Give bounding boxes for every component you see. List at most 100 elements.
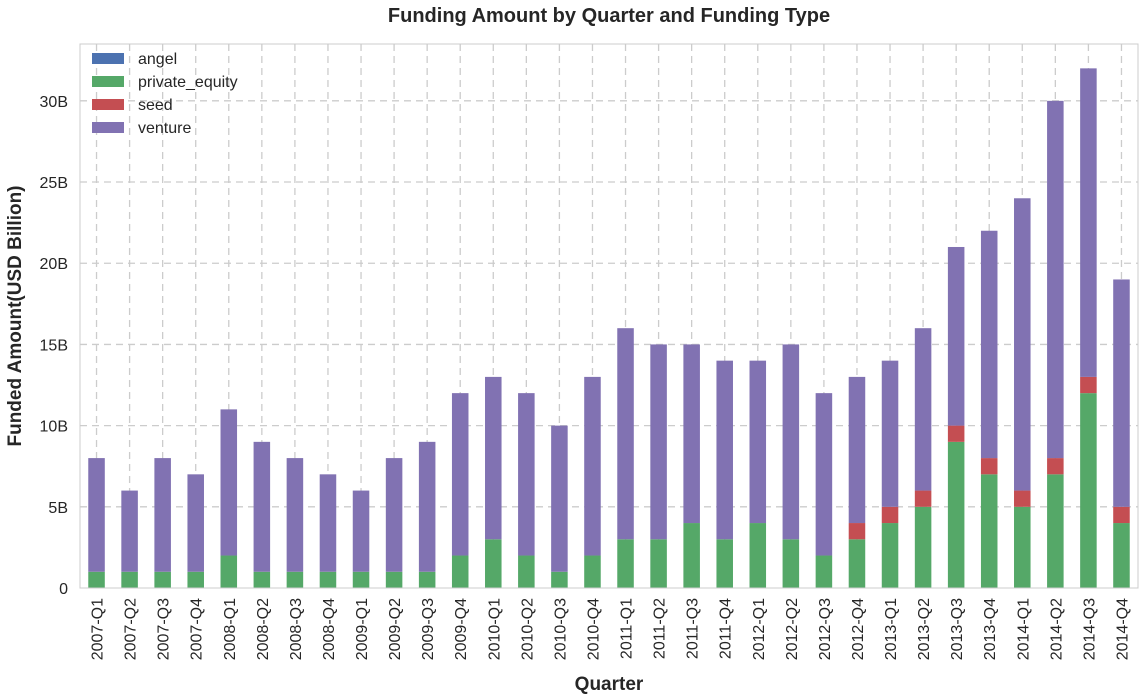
chart-title: Funding Amount by Quarter and Funding Ty… <box>388 5 830 27</box>
legend-label-angel: angel <box>138 51 177 68</box>
bar-private_equity-2013-Q1 <box>881 523 899 588</box>
bar-private_equity-2010-Q4 <box>584 555 601 588</box>
bar-private_equity-2011-Q3 <box>683 523 700 588</box>
bar-venture-2014-Q4 <box>1113 279 1130 507</box>
grid-layer <box>80 44 1138 588</box>
bar-private_equity-2014-Q2 <box>1047 474 1064 588</box>
x-tick-label: 2012-Q3 <box>817 598 834 660</box>
bar-private_equity-2007-Q4 <box>187 571 204 588</box>
bar-private_equity-2008-Q3 <box>286 571 304 588</box>
bar-venture-2007-Q2 <box>121 490 138 572</box>
bar-seed-2012-Q4 <box>848 523 866 540</box>
bar-venture-2008-Q3 <box>286 458 304 572</box>
bar-venture-2011-Q2 <box>650 344 667 540</box>
bar-venture-2014-Q1 <box>1014 198 1031 491</box>
bar-private_equity-2012-Q1 <box>749 523 767 588</box>
x-tick-label: 2013-Q1 <box>883 598 900 660</box>
bar-venture-2011-Q4 <box>716 360 733 540</box>
x-tick-label: 2008-Q1 <box>222 598 239 660</box>
bar-venture-2010-Q2 <box>518 393 535 556</box>
bar-private_equity-2013-Q2 <box>914 506 932 588</box>
legend-swatch-private_equity <box>92 76 124 87</box>
bar-private_equity-2014-Q4 <box>1113 523 1130 588</box>
bar-venture-2013-Q4 <box>980 230 998 459</box>
bar-private_equity-2007-Q3 <box>154 571 171 588</box>
x-tick-label: 2011-Q4 <box>718 598 735 659</box>
bar-private_equity-2008-Q4 <box>319 571 337 588</box>
bar-venture-2014-Q3 <box>1080 68 1097 377</box>
y-tick-label: 25B <box>40 175 68 192</box>
bar-seed-2013-Q2 <box>914 490 932 507</box>
legend-label-private_equity: private_equity <box>138 74 238 91</box>
bar-venture-2012-Q4 <box>848 376 866 524</box>
x-tick-label: 2013-Q4 <box>982 598 999 660</box>
x-tick-label: 2009-Q4 <box>453 598 470 660</box>
x-tick-label: 2009-Q2 <box>387 598 404 660</box>
x-tick-label: 2011-Q2 <box>652 598 669 659</box>
bar-private_equity-2009-Q2 <box>385 571 403 588</box>
bar-venture-2009-Q1 <box>352 490 370 572</box>
bar-private_equity-2007-Q1 <box>88 571 105 588</box>
bar-private_equity-2007-Q2 <box>121 571 138 588</box>
x-tick-label: 2014-Q4 <box>1114 598 1131 660</box>
bar-venture-2009-Q2 <box>385 458 403 572</box>
bar-venture-2011-Q3 <box>683 344 700 524</box>
bar-seed-2014-Q2 <box>1047 458 1064 475</box>
bar-venture-2010-Q1 <box>485 376 502 540</box>
bar-private_equity-2014-Q3 <box>1080 393 1097 588</box>
bar-venture-2008-Q4 <box>319 474 337 572</box>
bar-seed-2013-Q4 <box>980 458 998 475</box>
bar-venture-2013-Q2 <box>914 328 932 491</box>
bar-venture-2013-Q3 <box>947 246 965 426</box>
bars-layer <box>88 68 1130 588</box>
bar-private_equity-2009-Q1 <box>352 571 370 588</box>
y-axis-label: Funded Amount(USD Billion) <box>5 185 26 446</box>
x-tick-label: 2012-Q1 <box>751 598 768 660</box>
x-tick-label: 2008-Q4 <box>321 598 338 660</box>
x-tick-label: 2007-Q1 <box>90 598 107 660</box>
x-tick-label: 2007-Q4 <box>189 598 206 660</box>
x-tick-label: 2013-Q2 <box>916 598 933 660</box>
bar-venture-2008-Q1 <box>220 409 238 556</box>
bar-private_equity-2012-Q3 <box>815 555 833 588</box>
bar-private_equity-2011-Q2 <box>650 539 667 588</box>
bar-private_equity-2010-Q1 <box>485 539 502 588</box>
x-tick-label: 2014-Q2 <box>1048 598 1065 660</box>
bar-venture-2012-Q3 <box>815 393 833 556</box>
bar-private_equity-2009-Q3 <box>418 571 436 588</box>
x-tick-label: 2010-Q3 <box>552 598 569 660</box>
x-tick-label: 2013-Q3 <box>949 598 966 660</box>
x-axis-label: Quarter <box>575 674 644 695</box>
bar-venture-2010-Q3 <box>551 425 568 572</box>
bar-venture-2007-Q1 <box>88 458 105 572</box>
bar-seed-2014-Q1 <box>1014 490 1031 507</box>
x-tick-label: 2011-Q3 <box>685 598 702 659</box>
x-tick-label: 2007-Q2 <box>123 598 140 660</box>
bar-venture-2012-Q1 <box>749 360 767 524</box>
bar-seed-2013-Q1 <box>881 506 899 524</box>
bar-private_equity-2012-Q4 <box>848 539 866 588</box>
bar-private_equity-2014-Q1 <box>1014 506 1031 588</box>
x-tick-label: 2009-Q3 <box>420 598 437 660</box>
x-tick-label: 2011-Q1 <box>619 598 636 659</box>
y-tick-label: 30B <box>40 94 68 111</box>
bar-private_equity-2011-Q1 <box>617 539 634 588</box>
bar-private_equity-2009-Q4 <box>451 555 469 588</box>
bar-private_equity-2013-Q3 <box>947 441 965 588</box>
bar-private_equity-2008-Q1 <box>220 555 238 588</box>
bar-venture-2007-Q4 <box>187 474 204 572</box>
bar-venture-2013-Q1 <box>881 360 899 507</box>
bar-seed-2014-Q3 <box>1080 376 1097 394</box>
x-tick-label: 2008-Q2 <box>255 598 272 660</box>
x-tick-label: 2012-Q4 <box>850 598 867 660</box>
legend-label-seed: seed <box>138 97 173 114</box>
y-tick-label: 15B <box>40 337 68 354</box>
x-tick-label: 2007-Q3 <box>156 598 173 660</box>
legend-label-venture: venture <box>138 120 191 137</box>
legend-swatch-seed <box>92 99 124 110</box>
bar-venture-2010-Q4 <box>584 376 601 556</box>
bar-venture-2012-Q2 <box>782 344 800 540</box>
x-tick-label: 2014-Q1 <box>1015 598 1032 660</box>
bar-private_equity-2008-Q2 <box>253 571 271 588</box>
